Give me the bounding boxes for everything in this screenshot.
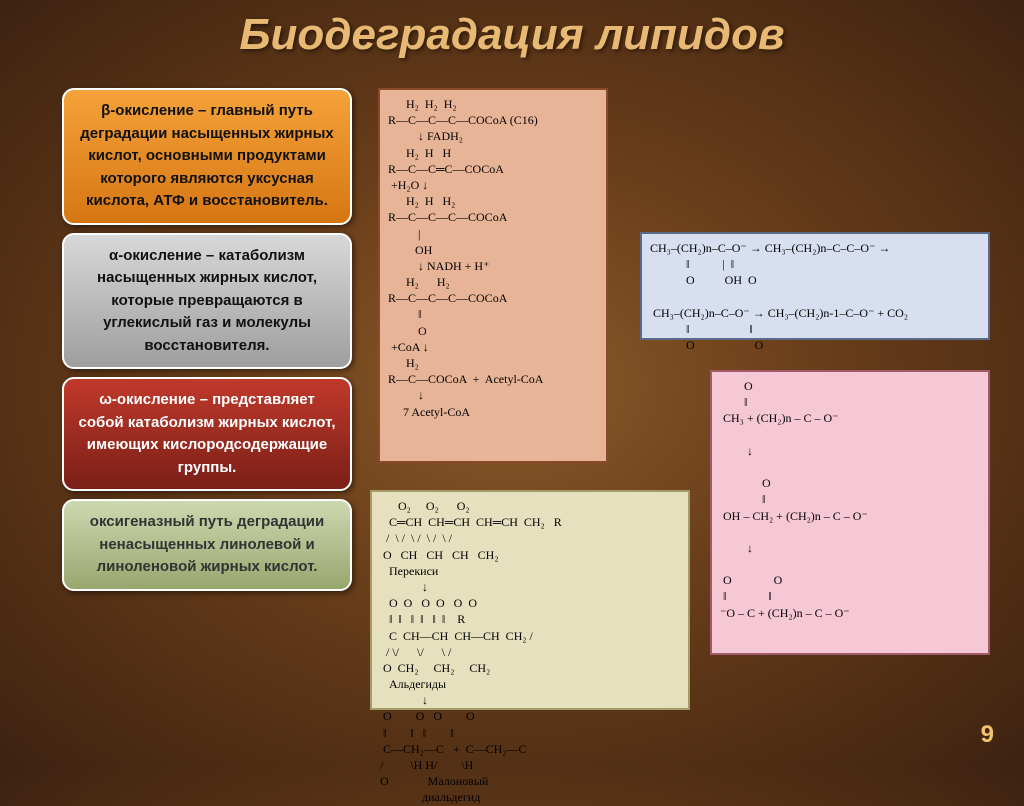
text-cards-column: β-окисление – главный путь деградации на… [62,88,352,599]
scheme-alpha-oxidation: CH₃–(CH₂)n–C–O⁻ → CH₃–(CH₂)n–C–C–O⁻ → ‖ … [640,232,990,340]
scheme-omega-oxidation: O ‖ CH₃ + (CH₂)n – C – O⁻ ↓ O ‖ OH – CH₂… [710,370,990,655]
card-oxygenase-path: оксигеназный путь деградации ненасыщенны… [62,499,352,591]
scheme-beta-oxidation-cycle: H₂ H₂ H₂ R—C—C—C—COCoA (C16) ↓ FADH₂ H₂ … [378,88,608,463]
card-alpha-oxidation: α-окисление – катаболизм насыщенных жирн… [62,233,352,370]
card-beta-oxidation: β-окисление – главный путь деградации на… [62,88,352,225]
page-number: 9 [981,721,994,749]
card-omega-oxidation: ω-окисление – представляет собой катабол… [62,377,352,491]
page-title: Биодеградация липидов [0,10,1024,60]
scheme-oxygenase-pathway: O₂ O₂ O₂ C═CH CH═CH CH═CH CH₂ R / \ / \ … [370,490,690,710]
